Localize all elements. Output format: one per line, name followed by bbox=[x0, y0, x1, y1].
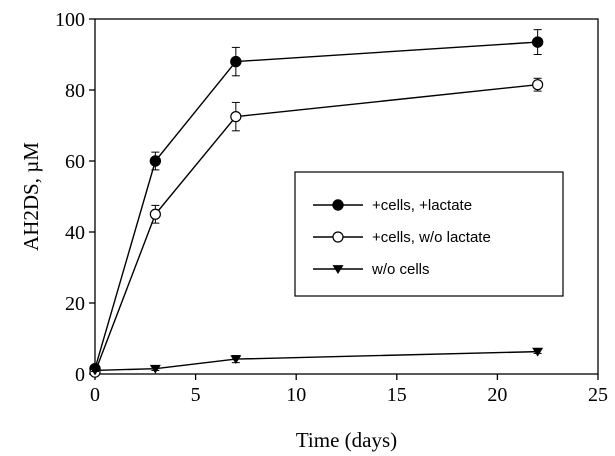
x-axis-title: Time (days) bbox=[296, 428, 397, 452]
series-1 bbox=[89, 29, 544, 375]
series-line bbox=[94, 83, 538, 373]
legend-label: w/o cells bbox=[371, 261, 430, 278]
x-tick-label: 10 bbox=[286, 384, 306, 406]
series-line bbox=[94, 41, 538, 369]
plot-axes bbox=[94, 18, 599, 375]
y-tick-label: 60 bbox=[65, 151, 85, 173]
x-tick-label: 5 bbox=[191, 384, 201, 406]
series-line bbox=[94, 350, 538, 372]
legend-marker bbox=[332, 231, 344, 243]
y-tick-label: 0 bbox=[75, 364, 85, 386]
legend-entry: w/o cells bbox=[313, 261, 430, 278]
y-tick-label: 20 bbox=[65, 293, 85, 315]
y-tick-label: 40 bbox=[65, 222, 85, 244]
x-tick-label: 25 bbox=[588, 384, 608, 406]
data-point bbox=[531, 36, 544, 48]
series-layer bbox=[89, 29, 544, 378]
data-point bbox=[89, 366, 101, 376]
y-tick-label: 80 bbox=[65, 80, 85, 102]
legend-marker bbox=[332, 199, 344, 211]
data-point bbox=[532, 347, 544, 357]
series-3 bbox=[89, 347, 544, 376]
legend-entry: +cells, w/o lactate bbox=[313, 229, 491, 246]
x-tick-label: 20 bbox=[487, 384, 507, 406]
data-point bbox=[230, 55, 242, 68]
legend-label: +cells, +lactate bbox=[372, 197, 472, 214]
legend-marker bbox=[332, 265, 344, 274]
plot-frame bbox=[94, 18, 599, 375]
y-axis-title: AH2DS, µM bbox=[19, 142, 43, 251]
data-point bbox=[149, 364, 161, 374]
data-point bbox=[149, 155, 162, 167]
legend-label: +cells, w/o lactate bbox=[372, 229, 491, 246]
y-tick-label: 100 bbox=[55, 9, 85, 31]
legend-entry: +cells, +lactate bbox=[313, 197, 472, 214]
legend: +cells, +lactate +cells, w/o lactate w/o c… bbox=[294, 171, 564, 297]
axis-ticks: 0 5 10 15 20 25 0 20 40 60 80 100 bbox=[55, 9, 608, 406]
x-tick-label: 0 bbox=[90, 384, 100, 406]
x-tick-label: 15 bbox=[387, 384, 407, 406]
data-point bbox=[230, 355, 242, 365]
data-point bbox=[230, 111, 242, 123]
data-point bbox=[532, 79, 544, 91]
data-point bbox=[149, 208, 161, 220]
